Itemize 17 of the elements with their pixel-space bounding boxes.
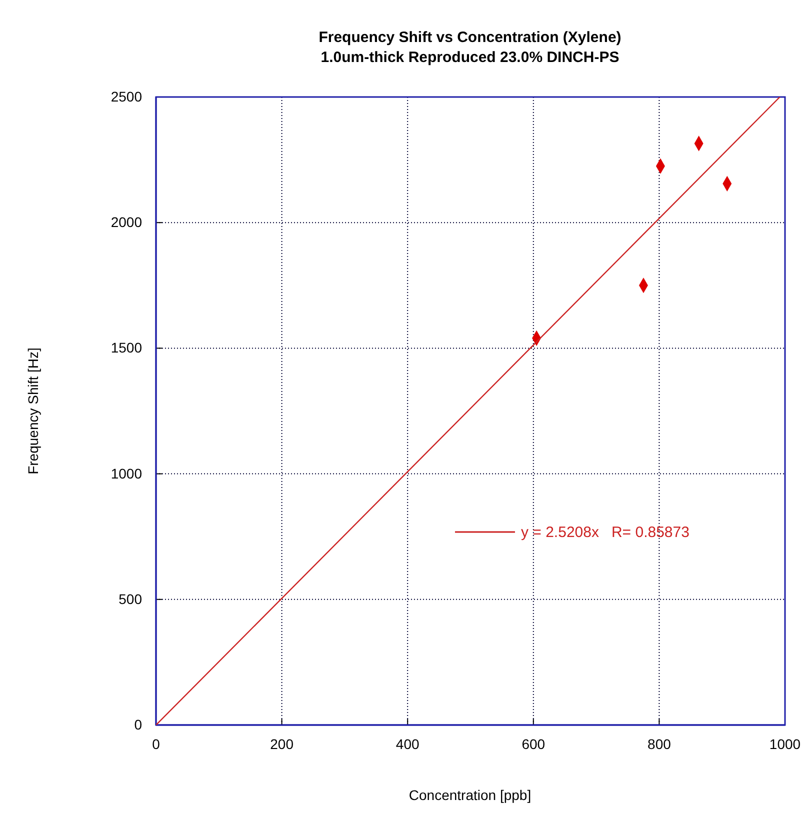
y-tick-label: 500 (118, 590, 142, 607)
y-axis-title: Frequency Shift [Hz] (25, 348, 41, 474)
y-tick-label: 1500 (110, 340, 142, 356)
x-axis-title: Concentration [ppb] (408, 787, 532, 803)
x-tick-label: 600 (522, 736, 546, 752)
x-tick-label: 1000 (769, 736, 801, 752)
x-tick-label: 200 (270, 736, 294, 752)
y-tick-label: 2000 (110, 214, 142, 230)
y-tick-label: 1000 (110, 465, 142, 482)
x-tick-label: 800 (648, 736, 672, 752)
y-tick-label: 2500 (110, 88, 142, 104)
x-tick-label: 0 (152, 736, 160, 752)
x-tick-label: 400 (396, 736, 420, 752)
chart-subtitle: 1.0um-thick Reproduced 23.0% DINCH-PS (320, 49, 620, 66)
legend-label: y = 2.5208x R= 0.85873 (521, 524, 690, 541)
y-tick-label: 0 (134, 716, 142, 732)
chart-title: Frequency Shift vs Concentration (Xylene) (318, 29, 622, 46)
